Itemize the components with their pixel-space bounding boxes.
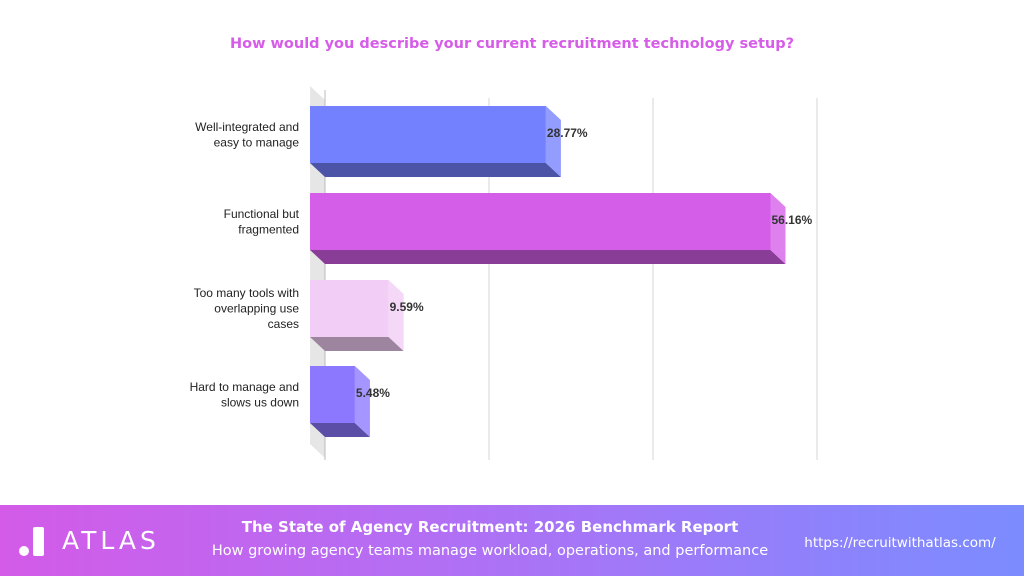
atlas-logo-icon [19,527,44,556]
logo-text: ATLAS [62,526,160,555]
data-label: 56.16% [772,213,813,227]
category-label: fragmented [238,222,299,236]
report-subtitle: How growing agency teams manage workload… [211,543,769,559]
bar [310,106,546,163]
bar-bottom-face [310,163,561,177]
category-label: Functional but [224,207,300,221]
category-label: Too many tools with [194,286,299,300]
atlas-logo: ATLAS [18,523,158,559]
footer-banner: ATLAS The State of Agency Recruitment: 2… [0,505,1024,576]
data-label: 9.59% [390,300,424,314]
bar-bottom-face [310,250,786,264]
bar [310,280,389,337]
chart-back-wall [310,86,325,458]
report-title: The State of Agency Recruitment: 2026 Be… [241,518,739,536]
bar-end-face [770,193,786,264]
category-label: Well-integrated and [195,120,299,134]
category-label: easy to manage [214,135,300,149]
bar [310,366,355,423]
data-label: 5.48% [356,386,390,400]
data-label: 28.77% [547,126,588,140]
category-label: cases [268,317,299,331]
chart-title: How would you describe your current recr… [229,36,794,52]
bar-end-face [354,366,370,437]
bar-bottom-face [310,423,370,437]
website-link[interactable]: https://recruitwithatlas.com/ [804,535,996,551]
bar [310,193,771,250]
bar-bottom-face [310,337,404,351]
bar-end-face [388,280,404,351]
category-label: slows us down [221,395,299,409]
category-label: Hard to manage and [190,380,299,394]
bar-end-face [545,106,561,177]
category-label: overlapping use [214,302,299,316]
